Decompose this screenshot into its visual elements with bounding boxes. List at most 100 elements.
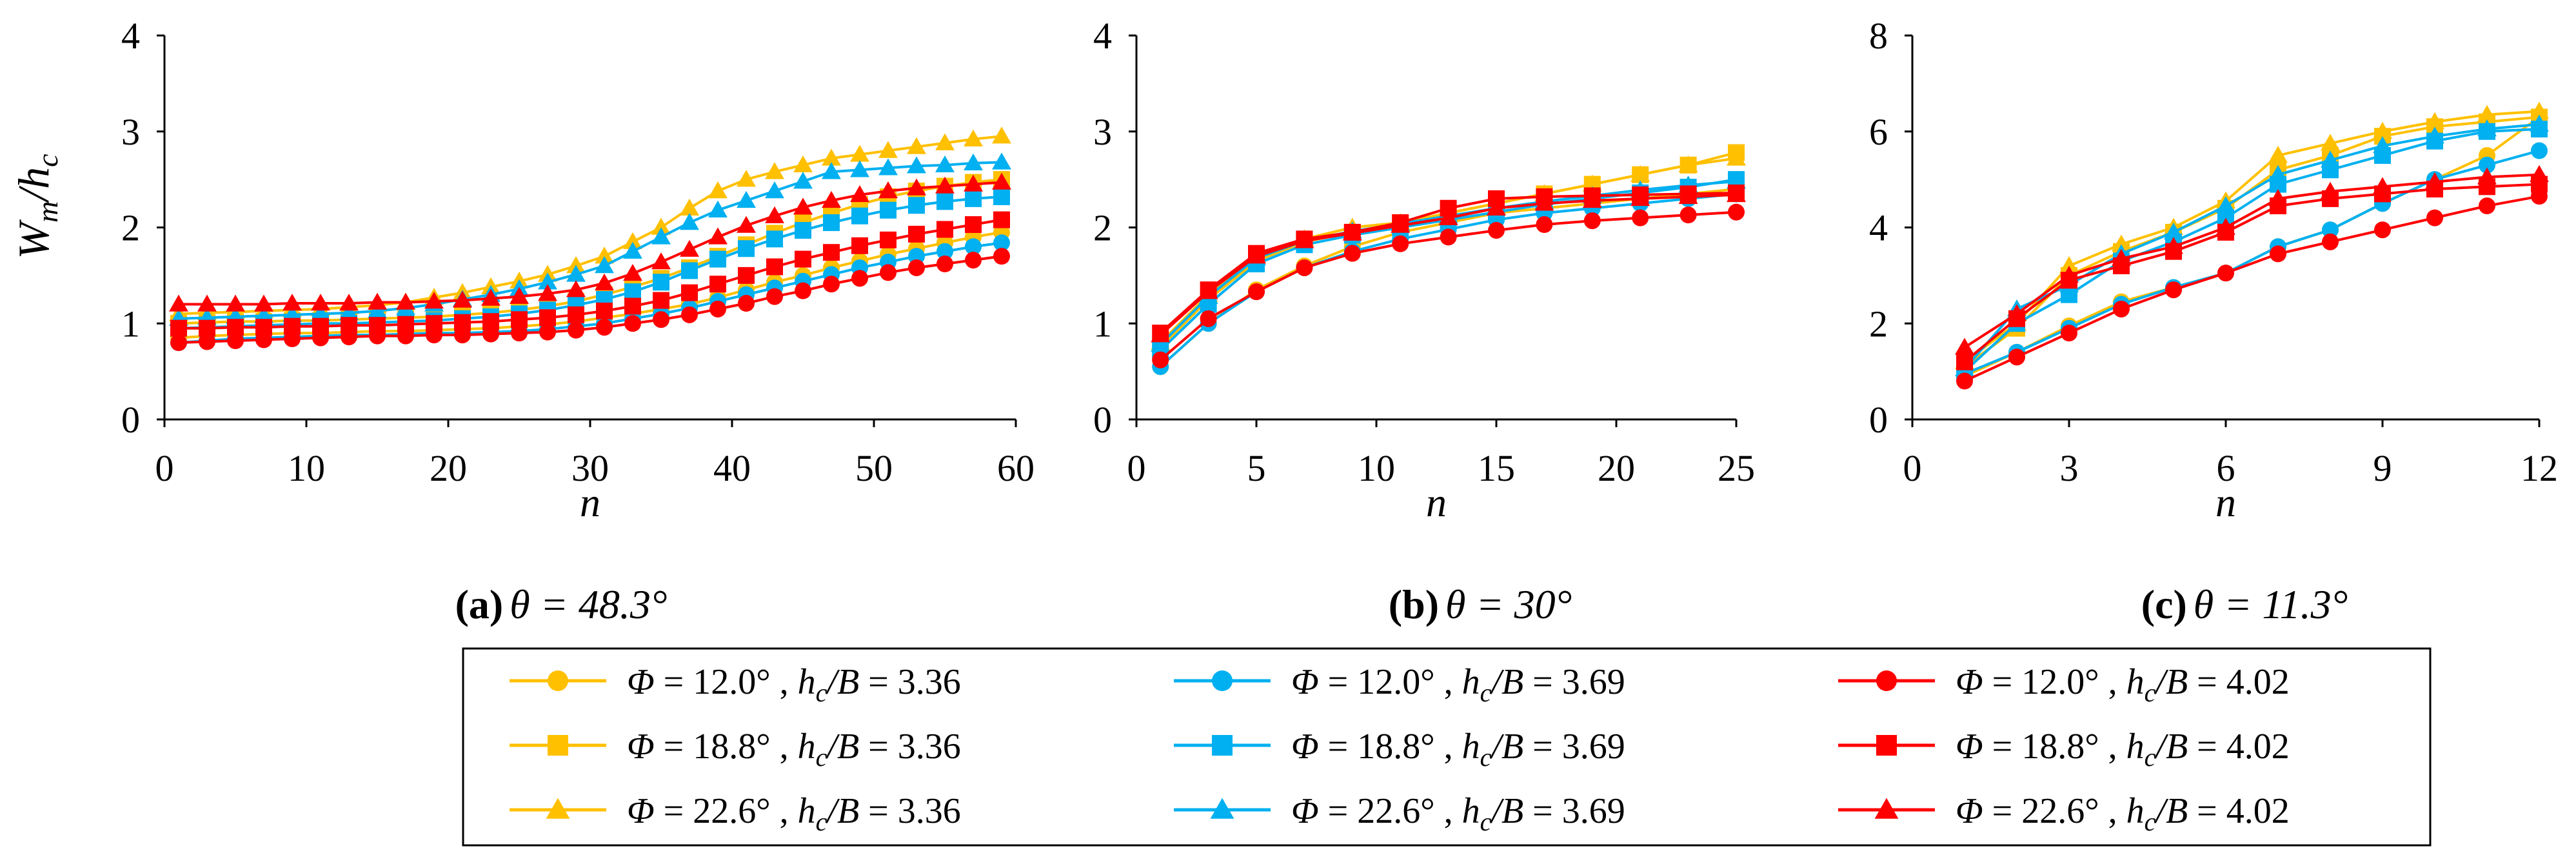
legend-b: /B [1489, 791, 1523, 831]
data-point [793, 172, 813, 189]
data-point [2373, 177, 2392, 194]
legend-marker [1876, 735, 1897, 756]
data-point [2321, 150, 2340, 168]
data-point [197, 294, 217, 312]
series-6 [170, 248, 1010, 351]
legend-h-sub: c [816, 807, 827, 836]
data-point [624, 297, 641, 315]
legend-phi-value: = 12.0° [1319, 662, 1435, 702]
data-point [595, 256, 614, 274]
data-point [653, 292, 669, 309]
data-point [566, 265, 586, 282]
data-point [453, 290, 472, 308]
x-tick-label: 15 [1478, 447, 1515, 489]
data-point [2477, 167, 2497, 185]
panel-b: 0 1 2 3 4 0 5 10 15 20 25 n [1093, 15, 1755, 525]
data-point [2268, 188, 2288, 206]
series-2 [1955, 101, 2549, 369]
data-point [965, 216, 982, 234]
data-point [651, 217, 671, 235]
y-label-h-sub: c [31, 154, 64, 166]
data-point [1198, 282, 1218, 299]
data-point [2425, 112, 2444, 130]
legend-entry: Φ = 12.0°, hc/B = 3.36 [510, 662, 961, 707]
y-tick-label: 4 [1093, 15, 1112, 57]
series-8 [169, 172, 1011, 312]
data-point [708, 200, 728, 217]
data-point [738, 240, 755, 257]
data-point [482, 313, 499, 330]
legend-h: h [2126, 727, 2145, 767]
legend-sep: , [780, 791, 798, 831]
data-point [908, 259, 925, 276]
y-label-w-sub: m [31, 201, 64, 223]
data-point [936, 193, 953, 210]
data-point [681, 262, 698, 279]
data-point [1582, 174, 1602, 192]
data-point [850, 160, 869, 177]
x-tick-label: 25 [1718, 447, 1755, 489]
data-point [708, 181, 728, 199]
x-tick-label: 20 [430, 447, 467, 489]
series-line [1159, 151, 1737, 348]
legend-phi-symbol: Φ [1956, 662, 1983, 702]
data-point [1200, 310, 1217, 327]
legend-marker [1210, 798, 1234, 819]
legend-h-sub: c [1480, 743, 1492, 772]
data-point [907, 156, 926, 174]
legend-sep: , [780, 727, 798, 767]
legend-hcb-value: = 3.69 [1523, 662, 1625, 702]
legend-b: /B [2154, 727, 2188, 767]
data-point [2374, 221, 2391, 239]
data-point [965, 252, 982, 269]
data-point [1152, 351, 1169, 368]
x-axis-label: n [2215, 479, 2236, 525]
legend-sep: , [780, 662, 798, 702]
legend-phi-symbol: Φ [627, 662, 655, 702]
data-point [2112, 248, 2131, 267]
data-point [369, 317, 386, 334]
data-point [623, 263, 642, 281]
legend-label: Φ = 18.8°, hc/B = 3.36 [627, 727, 961, 772]
data-point [368, 301, 387, 319]
data-point [624, 315, 641, 332]
data-point [596, 302, 613, 319]
data-point [227, 332, 244, 350]
legend-b: /B [1489, 662, 1523, 702]
legend-h: h [798, 791, 816, 831]
series-line [1964, 195, 2540, 383]
y-tick-label: 4 [1869, 207, 1888, 249]
legend-b: /B [2154, 662, 2188, 702]
x-tick-label: 12 [2521, 447, 2558, 489]
series-line [178, 161, 1002, 320]
x-tick-label: 30 [571, 447, 609, 489]
data-point [680, 213, 699, 230]
data-point [1536, 216, 1553, 234]
legend-label: Φ = 12.0°, hc/B = 4.02 [1956, 662, 2290, 707]
data-point [737, 170, 756, 187]
data-point [539, 309, 556, 327]
data-point [255, 319, 272, 336]
legend-phi-symbol: Φ [1291, 727, 1319, 767]
data-point [738, 295, 755, 312]
legend-label: Φ = 12.0°, hc/B = 3.36 [627, 662, 961, 707]
legend-phi-symbol: Φ [627, 727, 655, 767]
data-point [851, 270, 868, 287]
legend-h: h [1462, 727, 1480, 767]
legend-marker [1212, 735, 1233, 756]
x-tick-label: 6 [2217, 447, 2235, 489]
data-point [822, 148, 841, 166]
series-line [178, 230, 1002, 339]
legend-entry: Φ = 18.8°, hc/B = 4.02 [1838, 727, 2290, 772]
legend-entry: Φ = 22.6°, hc/B = 3.69 [1174, 791, 1625, 836]
data-point [2321, 181, 2340, 199]
series-8 [1151, 185, 1746, 343]
data-point [992, 126, 1011, 144]
legend-hcb-value: = 3.36 [859, 791, 961, 831]
data-point [282, 294, 302, 311]
data-point [1956, 353, 1973, 370]
x-tick-label: 0 [155, 447, 174, 489]
data-point [936, 256, 953, 273]
data-point [795, 282, 811, 299]
data-point [653, 311, 669, 328]
